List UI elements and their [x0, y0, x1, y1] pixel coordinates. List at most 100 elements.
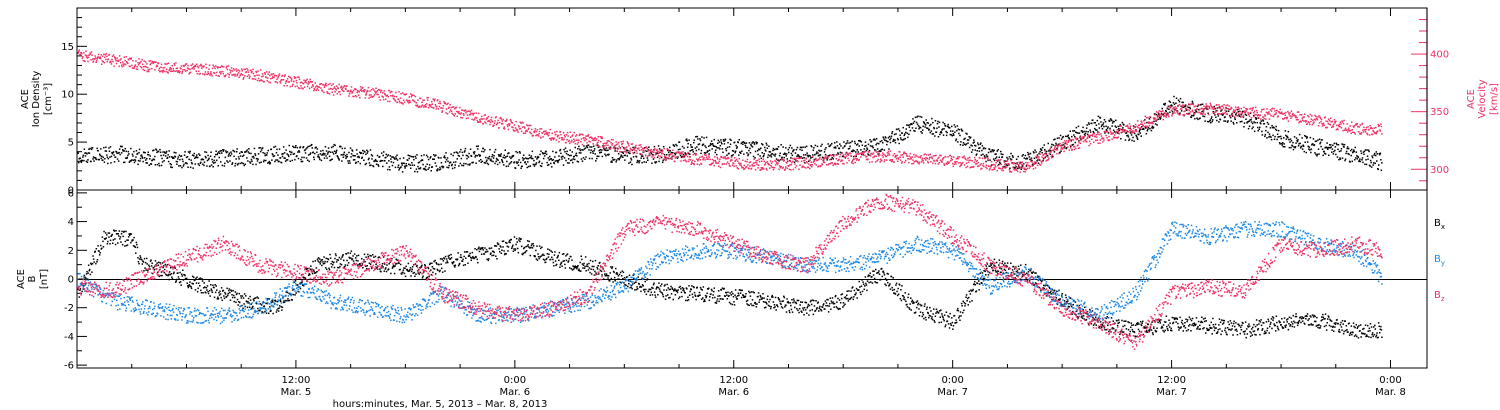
velocity-point — [1108, 139, 1111, 141]
density-point — [993, 149, 995, 152]
velocity-point — [597, 141, 599, 144]
velocity-point — [521, 121, 523, 124]
velocity-point — [349, 91, 351, 93]
velocity-point — [378, 89, 381, 91]
velocity-point — [1135, 130, 1138, 133]
velocity-point — [78, 50, 80, 53]
density-point — [822, 157, 824, 159]
density-point — [84, 152, 86, 154]
density-point — [783, 156, 785, 159]
density-point — [1099, 117, 1102, 119]
velocity-point — [1268, 118, 1271, 120]
density-point — [191, 154, 194, 156]
velocity-point — [574, 140, 576, 142]
density-point — [347, 162, 350, 164]
velocity-point — [1119, 125, 1121, 127]
density-point — [595, 160, 597, 162]
density-point — [660, 156, 663, 159]
density-point — [622, 156, 624, 158]
density-point — [1248, 120, 1250, 122]
velocity-point — [744, 160, 747, 162]
velocity-point — [301, 87, 303, 89]
velocity-point — [599, 146, 601, 148]
density-point — [1215, 116, 1217, 118]
velocity-point — [658, 157, 661, 160]
velocity-point — [148, 70, 150, 73]
velocity-point — [1026, 163, 1028, 166]
density-point — [646, 157, 649, 159]
density-point — [363, 159, 365, 161]
velocity-point — [257, 77, 260, 80]
density-point — [99, 154, 101, 157]
velocity-point — [376, 90, 379, 92]
velocity-point — [600, 137, 603, 139]
density-point — [923, 121, 925, 124]
density-point — [1151, 127, 1153, 129]
velocity-point — [1051, 156, 1053, 159]
density-point — [589, 146, 591, 148]
density-point — [617, 153, 620, 155]
density-point — [357, 155, 360, 158]
density-point — [1366, 155, 1369, 157]
velocity-point — [1243, 111, 1246, 113]
velocity-point — [558, 137, 561, 139]
velocity-point — [693, 163, 695, 166]
density-point — [762, 155, 764, 158]
density-point — [1365, 163, 1368, 166]
density-point — [1040, 148, 1042, 151]
velocity-point — [800, 157, 802, 159]
density-point — [772, 149, 774, 152]
velocity-point — [1141, 123, 1143, 125]
density-point — [858, 145, 860, 147]
velocity-point — [1289, 115, 1292, 117]
velocity-point — [1038, 163, 1041, 166]
velocity-point — [1081, 138, 1083, 140]
density-point — [605, 155, 607, 157]
velocity-point — [402, 99, 405, 102]
density-point — [1135, 135, 1138, 138]
velocity-point — [394, 100, 397, 102]
density-point — [252, 163, 254, 166]
velocity-point — [343, 90, 345, 92]
density-point — [597, 146, 599, 148]
velocity-point — [1134, 130, 1136, 132]
velocity-point — [138, 58, 140, 60]
velocity-point — [385, 98, 387, 100]
velocity-point — [342, 89, 344, 92]
density-point — [950, 130, 952, 132]
velocity-point — [81, 57, 84, 60]
density-point — [432, 158, 434, 160]
density-point — [629, 152, 631, 155]
left-tick-label: 5 — [68, 138, 74, 149]
velocity-point — [779, 167, 782, 169]
velocity-point — [1122, 128, 1125, 131]
velocity-point — [1089, 143, 1092, 145]
density-point — [302, 146, 304, 149]
velocity-point — [1099, 142, 1101, 144]
velocity-point — [317, 86, 319, 88]
density-point — [350, 156, 352, 158]
velocity-point — [367, 86, 370, 89]
density-point — [1111, 125, 1113, 127]
density-point — [662, 146, 665, 148]
density-point — [875, 143, 877, 146]
velocity-point — [235, 70, 238, 72]
density-point — [335, 151, 337, 153]
density-point — [527, 157, 529, 160]
density-point — [680, 156, 683, 159]
velocity-point — [250, 69, 252, 71]
velocity-point — [1254, 106, 1257, 109]
density-point — [1338, 150, 1341, 153]
density-point — [593, 149, 595, 152]
density-point — [896, 137, 899, 140]
density-point — [1126, 135, 1128, 137]
density-point — [407, 154, 409, 157]
density-point — [673, 144, 675, 146]
density-point — [873, 149, 876, 151]
velocity-point — [281, 74, 284, 77]
density-point — [673, 145, 676, 147]
density-point — [279, 157, 282, 159]
velocity-point — [1024, 170, 1027, 173]
density-point — [933, 126, 935, 129]
density-point — [581, 149, 583, 151]
